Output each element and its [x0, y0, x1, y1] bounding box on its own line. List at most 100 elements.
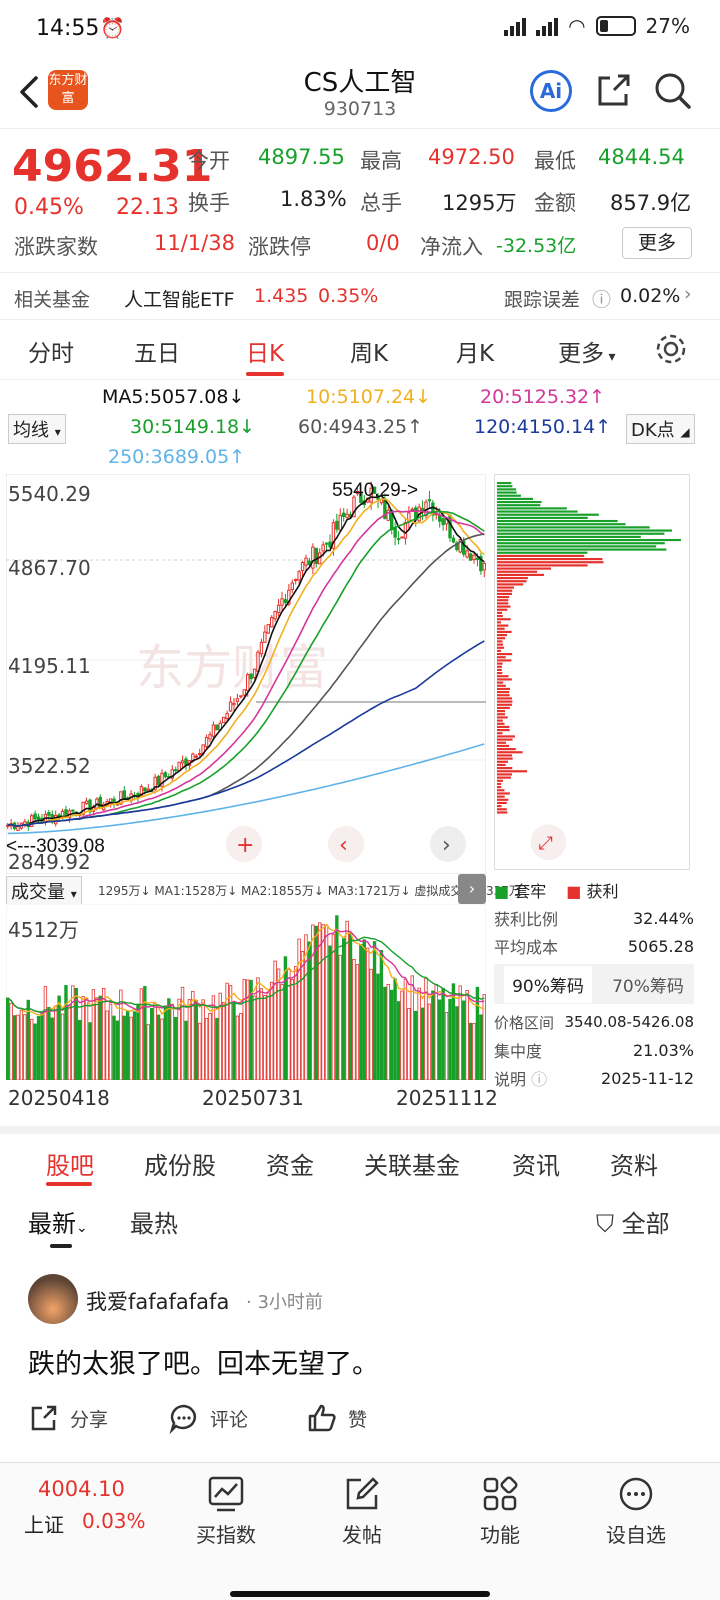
help-icon[interactable]: ⓘ [592, 289, 612, 311]
volume-bar [362, 939, 366, 1080]
chip-bar [496, 583, 524, 586]
candle-body [304, 557, 308, 566]
caret-down-icon: ▾ [54, 425, 61, 439]
volume-bar [266, 992, 270, 1080]
next-button[interactable] [430, 826, 466, 862]
more-button[interactable]: 更多 [622, 227, 692, 259]
tab-monthly-k[interactable]: 月K [456, 341, 495, 367]
tab-intraday[interactable]: 分时 [28, 341, 74, 367]
kline-chart[interactable]: 东方财富 5540.29-> <---3039.08 + ‹ › [6, 474, 486, 874]
tab-five-day[interactable]: 五日 [134, 341, 180, 367]
zoom-in-button[interactable] [226, 826, 262, 862]
collapse-panel-button[interactable]: › [458, 874, 486, 904]
candle-body [400, 536, 404, 539]
chip-bar [496, 662, 503, 665]
volume-bar [245, 979, 250, 1080]
comment-button[interactable]: 评论 [168, 1402, 248, 1434]
nav-functions[interactable]: 功能 [450, 1475, 550, 1548]
tab-chips-90[interactable]: 90%筹码 [504, 965, 592, 1003]
fund-name[interactable]: 人工智能ETF [124, 289, 235, 311]
volume-bar [383, 986, 387, 1080]
candle-body [204, 737, 209, 748]
chip-bar [496, 675, 509, 678]
chip-bar [496, 725, 510, 729]
share-icon[interactable] [594, 70, 634, 110]
note-label[interactable]: 说明 ⓘ [494, 1070, 548, 1089]
updown-label: 涨跌家数 [14, 235, 98, 259]
tab-constituents[interactable]: 成份股 [144, 1152, 216, 1180]
candle-body [475, 557, 480, 561]
volume-bar [280, 984, 284, 1080]
tab-funds-flow[interactable]: 资金 [266, 1152, 314, 1180]
avatar[interactable] [28, 1274, 78, 1324]
tab-daily-k[interactable]: 日K [246, 341, 285, 367]
volume-bar [67, 1005, 72, 1080]
chip-bar [496, 526, 650, 529]
ai-button[interactable]: Ai [530, 70, 572, 112]
ma-select[interactable]: 均线 ▾ [8, 414, 66, 444]
expand-button[interactable] [530, 824, 567, 861]
chip-bar [496, 691, 510, 694]
volume-bar [54, 1005, 58, 1080]
volume-bar [91, 989, 96, 1080]
chip-bar [496, 504, 541, 507]
chip-bar [496, 678, 512, 681]
candle-body [242, 689, 246, 696]
post-card[interactable]: 我爱fafafafafa · 3小时前 跌的太狠了吧。回本无望了。 分享 评论 … [0, 1260, 720, 1450]
volume-bar [232, 1002, 236, 1080]
volume-header: 成交量 ▾ 1295万↓ MA1:1528万↓ MA2:1855万↓ MA3:1… [0, 874, 521, 906]
chip-bar [496, 722, 505, 725]
like-button[interactable]: 赞 [306, 1402, 367, 1434]
chip-bar [496, 770, 528, 773]
share-button[interactable]: 分享 [28, 1402, 108, 1434]
post-text[interactable]: 跌的太狠了吧。回本无望了。 [28, 1349, 379, 1380]
ma120-value: 120:4150.14↑ [474, 416, 612, 438]
volume-chart[interactable] [6, 904, 486, 1080]
volume-bar [386, 983, 390, 1080]
tab-related-funds[interactable]: 关联基金 [364, 1152, 460, 1180]
chip-bar [496, 516, 588, 519]
volume-ma-line [7, 928, 485, 1015]
volume-bar [341, 938, 346, 1080]
nav-post[interactable]: 发帖 [312, 1475, 412, 1548]
volume-bar [108, 1003, 113, 1080]
tab-guba[interactable]: 股吧 [46, 1152, 94, 1180]
prev-button[interactable] [328, 826, 364, 862]
nav-add-watchlist[interactable]: 设自选 [586, 1475, 686, 1548]
tab-news[interactable]: 资讯 [512, 1152, 560, 1180]
candle-body [88, 799, 92, 813]
tab-chips-70[interactable]: 70%筹码 [612, 976, 684, 997]
volume-bar [410, 975, 414, 1080]
tab-more[interactable]: 更多 ▾ [558, 341, 616, 367]
candle-body [287, 589, 291, 605]
volume-bar [33, 1023, 37, 1080]
back-icon[interactable] [14, 72, 44, 112]
candle-body [259, 641, 264, 655]
filter-button[interactable]: ⛉ 全部 [596, 1210, 670, 1238]
candle-body [393, 527, 397, 538]
candle-body [355, 490, 360, 495]
post-username[interactable]: 我爱fafafafafa [86, 1290, 230, 1314]
volume-bar [304, 934, 308, 1080]
gear-icon[interactable] [654, 332, 688, 366]
volume-bar [365, 947, 370, 1080]
index-ticker[interactable]: 4004.10 上证 0.03% [24, 1477, 164, 1538]
sort-latest[interactable]: 最新⌄ [28, 1210, 88, 1238]
chip-distribution-chart[interactable]: ⤢ [494, 474, 690, 870]
tab-weekly-k[interactable]: 周K [350, 341, 389, 367]
search-icon[interactable] [652, 70, 692, 110]
chip-bar [496, 754, 513, 757]
battery-icon [595, 16, 636, 36]
tab-profile[interactable]: 资料 [610, 1152, 658, 1180]
nav-buy-index[interactable]: 买指数 [176, 1475, 276, 1548]
related-fund-row[interactable]: 相关基金 人工智能ETF 1.435 0.35% 跟踪误差 ⓘ 0.02% › [0, 272, 720, 320]
volume-bar [12, 1015, 17, 1080]
volume-bar [424, 978, 428, 1080]
square-icon: ■ [566, 882, 582, 901]
candle-body [266, 624, 270, 634]
indicator-select[interactable]: 成交量 ▾ [6, 876, 82, 906]
sort-hot[interactable]: 最热 [130, 1210, 178, 1238]
caret-down-icon: ▾ [604, 349, 616, 365]
dk-select[interactable]: DK点 ◢ [626, 414, 695, 444]
candle-body [290, 582, 294, 590]
